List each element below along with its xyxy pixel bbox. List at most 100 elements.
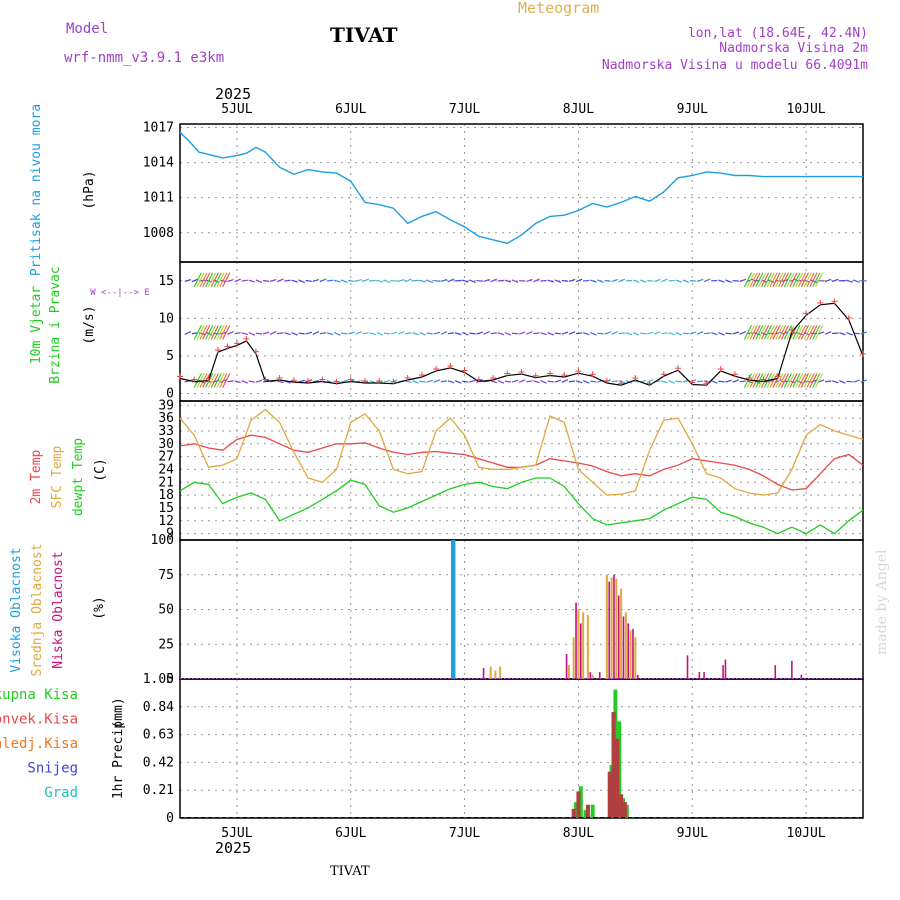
cloud-ylabel-1: Visoka Oblacnost: [9, 547, 24, 672]
wind-gust-mark: [233, 340, 240, 347]
wind-gust-arrow: [758, 272, 767, 288]
wind-arrow: [561, 379, 569, 383]
wind-arrow: [696, 278, 704, 283]
wind-arrow: [447, 332, 455, 335]
wind-gust-arrow: [809, 272, 818, 288]
day-label-bottom: 9JUL: [677, 826, 708, 841]
precip-bar: [574, 802, 579, 818]
wind-gust-arrow: [219, 272, 228, 288]
wind-gust-arrow: [772, 325, 781, 340]
wind-gust-arrow: [196, 325, 205, 340]
precip-legend-item: Grad: [44, 785, 78, 801]
wind-arrow: [227, 279, 234, 282]
wind-gust-arrow: [763, 325, 772, 340]
model-altitude-label: Nadmorska Visina u modelu 66.4091m: [602, 58, 868, 73]
wind-arrow: [298, 279, 305, 284]
wind-arrow: [675, 279, 683, 283]
wind-arrow: [383, 279, 391, 284]
wind-arrow: [426, 379, 433, 383]
day-label-top: 9JUL: [677, 102, 708, 117]
wind-arrow: [554, 332, 561, 335]
wind-gust-arrow: [216, 325, 225, 340]
wind-gust-mark: [589, 371, 596, 378]
cloud-bar: [575, 602, 577, 679]
wind-arrow: [376, 279, 384, 283]
cloud-ytick-label: 75: [158, 568, 174, 583]
wind-arrow: [661, 380, 668, 384]
wind-unit: (m/s): [82, 305, 97, 344]
wind-arrow: [689, 379, 697, 383]
wind-gust-arrow: [798, 325, 807, 340]
wind-gust-arrow: [207, 325, 217, 340]
wind-gust-mark: [262, 376, 269, 383]
cloud-bar: [605, 574, 608, 679]
wind-arrow: [419, 331, 426, 336]
wind-arrow: [348, 279, 355, 282]
cloud-bar: [589, 672, 592, 679]
wind-gust-mark: [504, 370, 511, 377]
cloud-bar: [632, 628, 634, 679]
wind-gust-arrow: [219, 373, 228, 388]
wind-arrow: [846, 331, 853, 336]
precip-legend-item: Zaledj.Kisa: [0, 736, 78, 752]
wind-gust-arrow: [806, 373, 815, 388]
wind-arrow: [575, 278, 583, 283]
wind-gust-arrow: [806, 325, 815, 340]
wind-gust-arrow: [743, 325, 753, 340]
wind-gust-arrow: [780, 272, 790, 288]
wind-gust-mark: [746, 374, 753, 381]
cloud-ytick-label: 50: [158, 603, 174, 618]
wind-arrow: [433, 279, 440, 282]
precip-ytick-label: 0.63: [143, 728, 174, 743]
wind-gust-arrow: [222, 373, 231, 388]
wind-gust-mark: [461, 367, 468, 374]
wind-gust-arrow: [216, 272, 225, 288]
wind-arrow: [490, 380, 498, 384]
precip-frame: [179, 678, 864, 819]
pressure-ytick-label: 1008: [143, 226, 174, 241]
wind-gust-arrow: [795, 325, 804, 340]
wind-gust-arrow: [761, 272, 770, 288]
wind-arrow: [646, 379, 654, 383]
cloud-bar: [572, 637, 575, 679]
wind-arrow: [291, 279, 298, 283]
wind-arrow: [540, 380, 547, 384]
cloud-bar: [451, 540, 456, 679]
wind-arrow: [533, 332, 540, 335]
cloud-bar: [610, 577, 613, 679]
wind-gust-arrow: [207, 272, 217, 288]
day-label-top: 7JUL: [449, 102, 480, 117]
wind-arrow: [590, 279, 597, 283]
wind-arrow: [504, 380, 512, 383]
footer-station: TIVAT: [330, 864, 370, 879]
wind-gust-arrow: [216, 373, 225, 388]
cloud-ylabel-3: Niska Oblacnost: [51, 551, 66, 668]
wind-gust-arrow: [196, 373, 205, 388]
wind-arrow: [234, 278, 241, 283]
wind-gust-arrow: [210, 325, 219, 340]
wind-gust-arrow: [213, 272, 222, 288]
wind-arrow: [547, 380, 554, 383]
pressure-ytick-label: 1011: [143, 191, 174, 206]
wind-arrow: [419, 279, 426, 283]
wind-arrow: [540, 332, 547, 336]
wind-gust-mark: [803, 310, 810, 317]
wind-arrow: [405, 380, 412, 384]
wind-gust-arrow: [795, 373, 804, 388]
wind-arrow: [767, 279, 775, 283]
wind-arrow: [398, 278, 405, 282]
wind-gust-arrow: [758, 373, 767, 388]
wind-gust-mark: [774, 373, 781, 380]
wind-arrow: [632, 380, 640, 383]
pressure-ytick-label: 1014: [143, 156, 174, 171]
wind-arrow: [227, 331, 234, 335]
wind-gust-mark: [518, 368, 525, 375]
wind-arrow: [704, 332, 711, 335]
wind-arrow: [611, 331, 619, 335]
wind-gust-mark: [660, 371, 667, 378]
cloud-bar: [620, 588, 623, 679]
wind-gust-arrow: [193, 325, 202, 340]
wind-gust-mark: [243, 335, 250, 342]
wind-gust-mark: [675, 365, 682, 372]
